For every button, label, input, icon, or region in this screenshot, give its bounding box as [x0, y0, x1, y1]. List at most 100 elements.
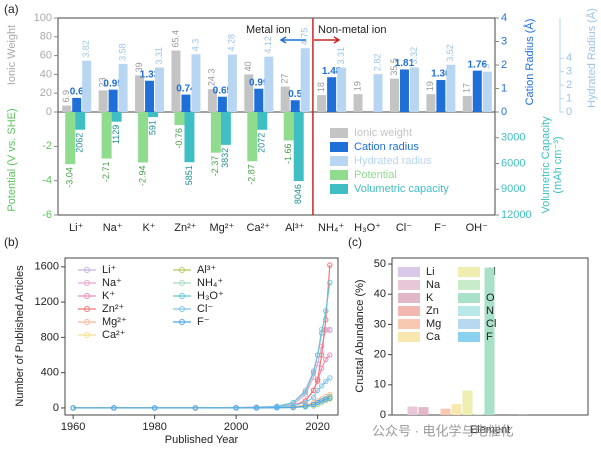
bar — [300, 48, 310, 112]
bar — [191, 54, 201, 112]
bar — [426, 94, 436, 112]
hydrated-tick-label: 0 — [566, 106, 572, 118]
x-axis-title: Element — [470, 424, 510, 436]
legend-label: F — [486, 331, 493, 343]
y-tick-label: 20 — [374, 349, 386, 361]
marker — [290, 404, 296, 411]
panel-label: (a) — [4, 2, 19, 16]
y2-tick-label: 1 — [501, 82, 507, 94]
data-label: -3.04 — [65, 167, 75, 188]
marker — [327, 395, 333, 401]
y-axis-title: Ionic Weight — [6, 25, 18, 85]
line — [73, 329, 330, 409]
data-label: 1.33 — [140, 69, 160, 80]
potential-tick-label: -2 — [42, 140, 52, 152]
bar — [75, 112, 86, 130]
bar — [399, 69, 409, 112]
data-label: 2072 — [257, 133, 267, 153]
legend-swatch — [398, 267, 420, 277]
legend-swatch — [458, 306, 480, 316]
data-label: 23 — [98, 77, 108, 87]
x-tick-label: Al³⁺ — [285, 222, 304, 234]
bar — [290, 100, 300, 112]
x-tick-label: Zn²⁺ — [174, 222, 197, 234]
marker — [111, 405, 117, 411]
potential-tick-label: -4 — [42, 175, 52, 187]
bar — [254, 88, 264, 112]
data-label: 4.12 — [263, 36, 273, 54]
legend-label: Mg²⁺ — [102, 316, 127, 328]
legend-label: Mg — [426, 318, 441, 330]
y2-tick-label: 3 — [501, 35, 507, 47]
data-label: 3.58 — [118, 43, 128, 61]
hydrated-axis-title: Hydrated Radius (Å) — [585, 8, 598, 108]
bar — [184, 112, 195, 163]
x-tick-label: 2000 — [224, 421, 248, 433]
bar — [181, 94, 191, 112]
data-label: 24.3 — [207, 69, 217, 87]
bar — [108, 89, 118, 112]
bar — [436, 80, 446, 112]
bar — [257, 112, 268, 130]
marker — [70, 405, 76, 411]
bar — [407, 406, 418, 415]
data-label: 1.48 — [322, 66, 342, 77]
bar — [217, 96, 227, 112]
bar — [98, 90, 108, 112]
bar — [155, 67, 165, 112]
marker — [233, 405, 239, 411]
x-tick-label: Cl⁻ — [396, 222, 412, 234]
legend-marker — [179, 280, 185, 286]
data-label: 0.95 — [103, 78, 123, 89]
legend-marker — [84, 267, 90, 273]
data-label: 1.36 — [431, 69, 451, 80]
x-tick-label: F⁻ — [434, 222, 447, 234]
bar — [227, 54, 237, 112]
data-label: 40 — [243, 61, 253, 71]
bar — [280, 86, 290, 112]
legend-label: Zn — [426, 305, 439, 317]
hydrated-tick-label: 1 — [566, 92, 572, 104]
legend-label: H₃O⁺ — [197, 290, 224, 302]
y-axis-title: Number of Published Articles — [14, 265, 26, 407]
arrow — [314, 36, 341, 44]
x-tick-label: OH⁻ — [466, 222, 489, 234]
marker — [274, 405, 280, 411]
legend-swatch — [458, 293, 480, 303]
bar — [138, 112, 149, 163]
legend-label: Li — [426, 266, 435, 278]
potential-tick-label: -6 — [42, 209, 52, 221]
y-tick-label: 100 — [34, 12, 52, 24]
legend-label: K⁺ — [102, 290, 115, 302]
bar — [317, 95, 327, 112]
capacity-axis-title: (mAh cm⁻³) — [552, 136, 564, 193]
marker — [319, 383, 325, 389]
y-tick-label: 80 — [40, 31, 52, 43]
y2-tick-label: 2 — [501, 59, 507, 71]
bar — [244, 74, 254, 112]
x-axis-title: Published Year — [165, 434, 239, 446]
capacity-axis-title: Volumetric Capacity — [540, 116, 552, 214]
bar — [293, 112, 304, 182]
marker — [310, 394, 317, 401]
bar — [118, 63, 128, 112]
marker — [302, 403, 309, 409]
data-label: 3832 — [220, 148, 230, 168]
bar — [462, 96, 472, 112]
data-label: -0.76 — [174, 128, 184, 149]
legend-swatch — [330, 184, 348, 194]
line — [73, 354, 331, 409]
bar — [418, 407, 429, 415]
y-tick-label: 800 — [41, 331, 59, 343]
capacity-tick-label: 3000 — [501, 132, 525, 144]
bar — [82, 60, 92, 112]
x-tick-label: K⁺ — [142, 222, 155, 234]
y-tick-label: 0 — [380, 409, 386, 421]
bar — [446, 64, 456, 112]
legend-marker — [179, 306, 185, 312]
data-label: -2.37 — [210, 156, 220, 177]
marker — [327, 279, 333, 286]
legend-marker — [84, 293, 90, 299]
legend-label: Ca — [426, 331, 441, 343]
legend-label: F⁻ — [197, 316, 210, 328]
